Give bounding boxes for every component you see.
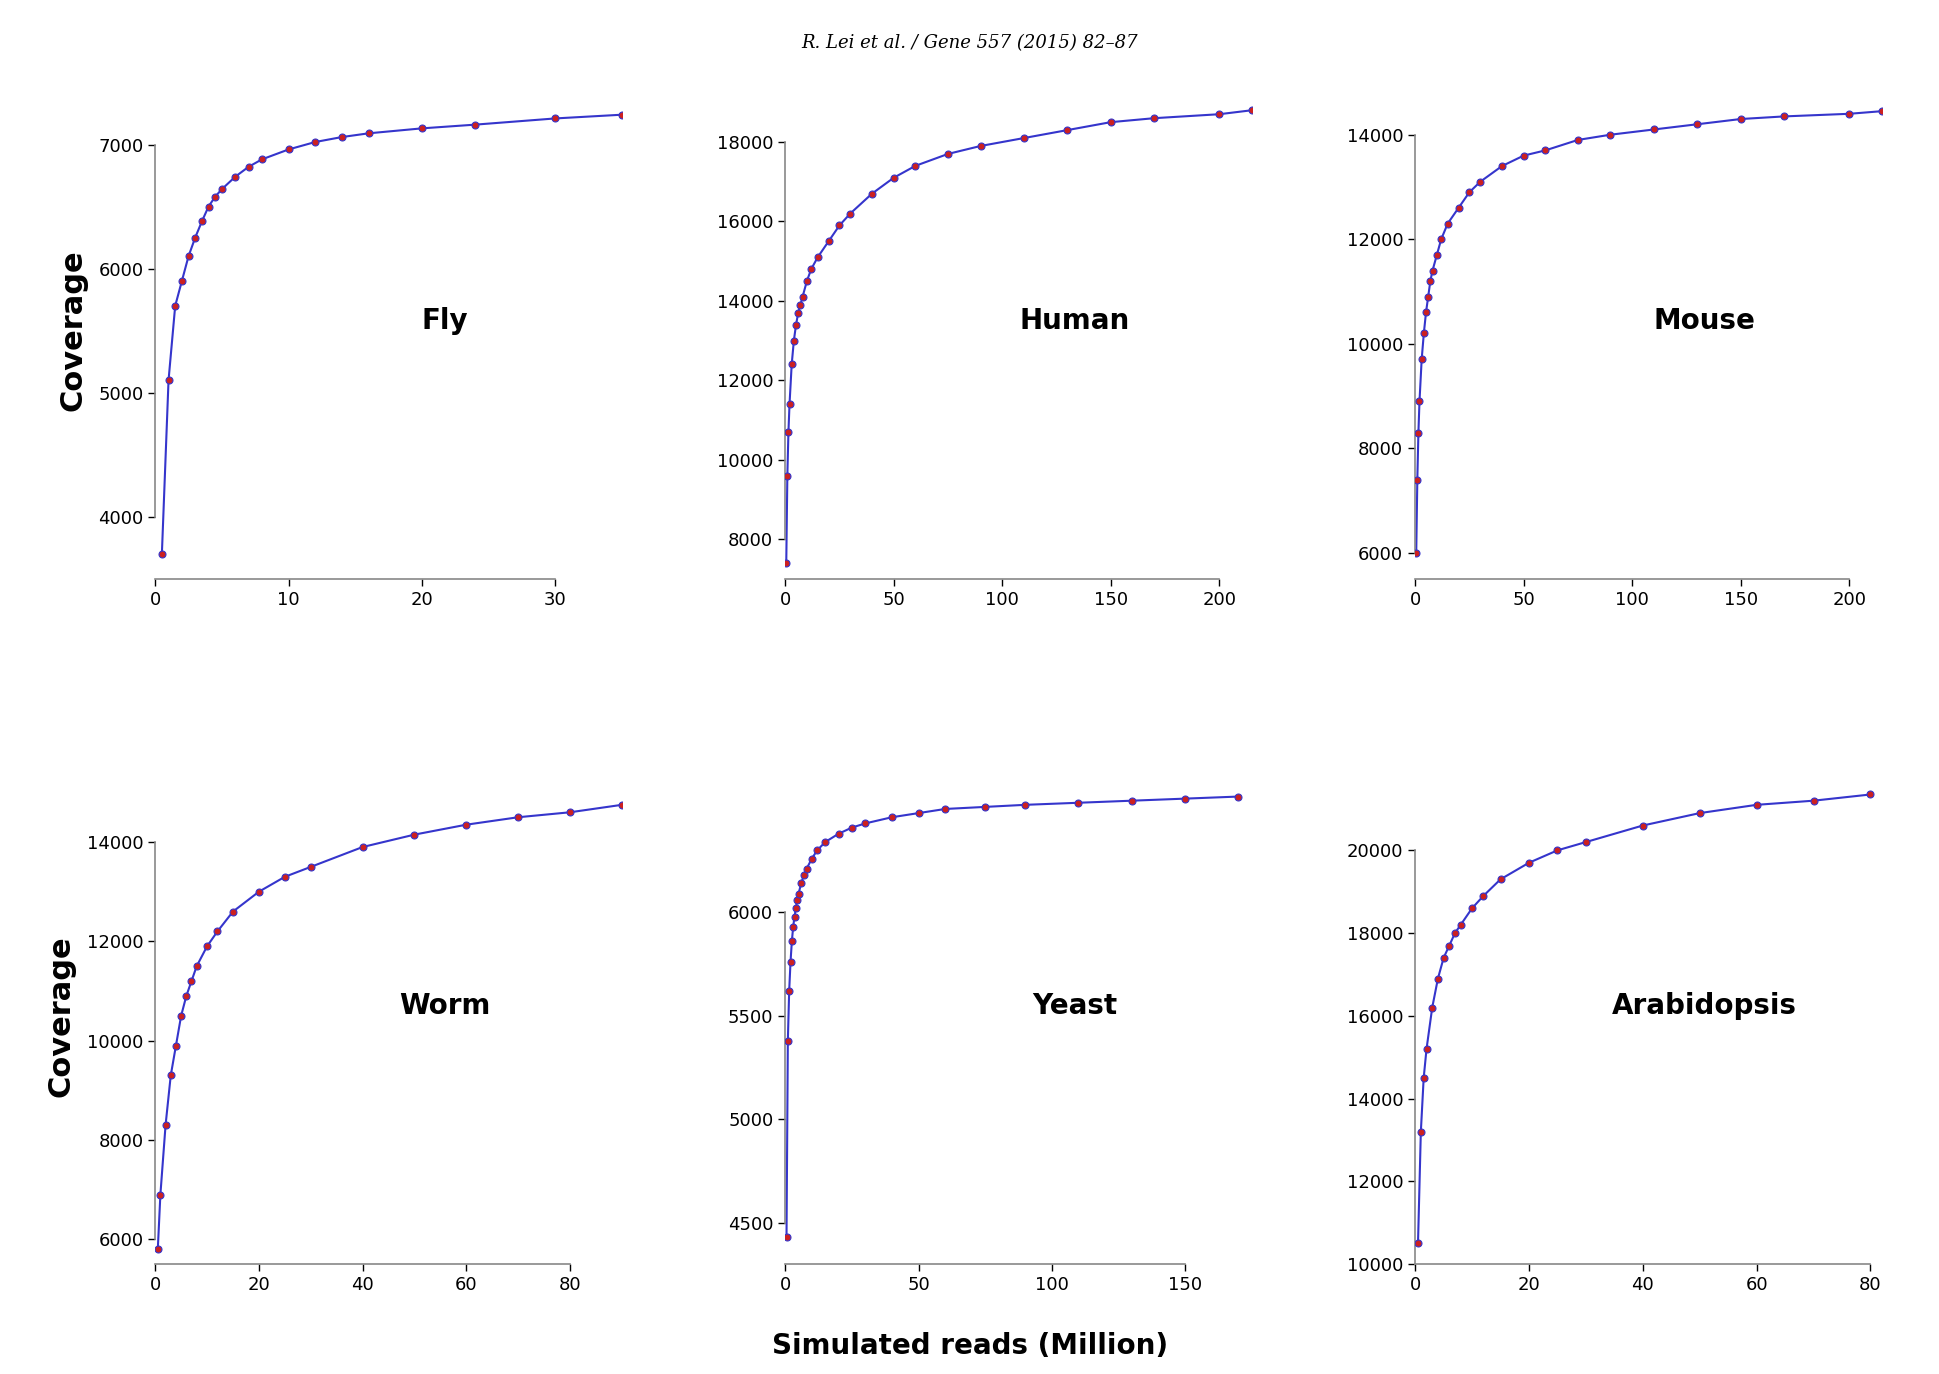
Text: Simulated reads (Million): Simulated reads (Million) [772, 1333, 1167, 1360]
Y-axis label: Coverage: Coverage [58, 250, 87, 411]
Text: Worm: Worm [399, 992, 491, 1020]
Text: Mouse: Mouse [1652, 306, 1755, 335]
Text: Human: Human [1018, 306, 1128, 335]
Text: Fly: Fly [421, 306, 467, 335]
Text: Yeast: Yeast [1032, 992, 1117, 1020]
Y-axis label: Coverage: Coverage [47, 936, 76, 1096]
Text: R. Lei et al. / Gene 557 (2015) 82–87: R. Lei et al. / Gene 557 (2015) 82–87 [801, 34, 1138, 52]
Text: Arabidopsis: Arabidopsis [1611, 992, 1796, 1020]
